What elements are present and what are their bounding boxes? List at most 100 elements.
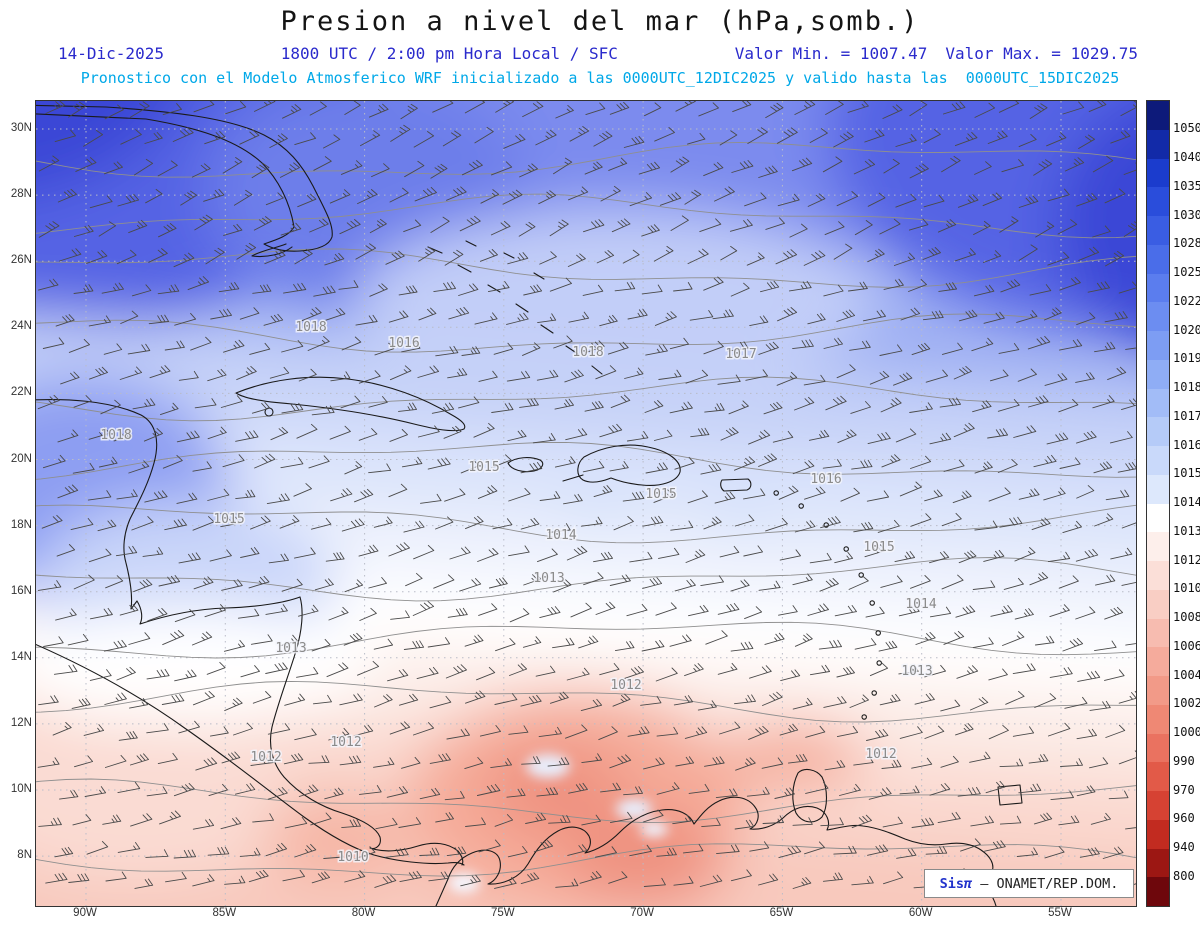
colorbar-value-940: 940	[1173, 840, 1195, 854]
isobar-value-label: 1014	[905, 597, 936, 612]
isobar-value-label: 1012	[330, 735, 361, 750]
coast-lesser-antilles	[773, 490, 882, 720]
colorbar-segment	[1147, 417, 1169, 446]
colorbar-value-1035: 1035	[1173, 178, 1200, 193]
lat-label-14N: 14N	[10, 650, 32, 663]
colorbar-segment	[1147, 704, 1169, 734]
isobar-value-label: 1015	[468, 460, 499, 475]
colorbar-value-1050: 1050	[1173, 121, 1200, 136]
colorbar-segment	[1147, 819, 1169, 849]
lon-label-85W: 85W	[212, 907, 237, 919]
coastlines	[36, 104, 1023, 906]
isobar-value-label: 1018	[100, 428, 131, 443]
isobar-value-label: 1016	[810, 472, 841, 487]
colorbar-segment	[1147, 762, 1169, 791]
isobar-value-label: 1015	[213, 512, 244, 527]
wind-barbs	[37, 101, 1136, 889]
colorbar-value-800: 800	[1173, 868, 1195, 883]
colorbar-segment	[1147, 589, 1169, 619]
lon-label-60W: 60W	[908, 907, 933, 919]
lat-label-30N: 30N	[10, 122, 32, 134]
colorbar-segment	[1147, 877, 1169, 906]
colorbar-segment	[1147, 129, 1169, 159]
lat-label-8N: 8N	[17, 849, 32, 862]
grid-lines	[36, 101, 1136, 906]
lon-label-75W: 75W	[491, 907, 515, 919]
watermark-text: – ONAMET/REP.DOM.	[980, 875, 1119, 892]
isobar-value-label: 1012	[250, 750, 281, 765]
sispi-logo: Sisπ	[939, 875, 973, 892]
valid-date: 14-Dic-2025	[58, 44, 164, 63]
coast-lake-maracaibo	[792, 768, 828, 823]
isobar-value-label: 1018	[295, 320, 326, 335]
colorbar-value-1008: 1008	[1173, 610, 1200, 624]
colorbar-segment	[1147, 676, 1169, 705]
max-value: Valor Max. = 1029.75	[945, 44, 1138, 63]
coast-central-america-pacific	[36, 644, 465, 866]
minmax-values: Valor Min. = 1007.47 Valor Max. = 1029.7…	[735, 44, 1138, 63]
header-line1: 14-Dic-2025 1800 UTC / 2:00 pm Hora Loca…	[58, 44, 1138, 63]
map-canvas: 1018 1016 1018 1017 1018 1015 1016 1015 1015 1014…	[35, 100, 1137, 907]
colorbar-value-1013: 1013	[1173, 523, 1200, 538]
colorbar-value-1025: 1025	[1173, 265, 1200, 279]
coast-puerto-rico	[720, 478, 752, 492]
colorbar-value-1017: 1017	[1173, 408, 1200, 423]
colorbar-segment	[1147, 187, 1169, 216]
colorbar-segment	[1147, 532, 1169, 561]
model-info: Pronostico con el Modelo Atmosferico WRF…	[80, 69, 1120, 87]
colorbar-segment	[1147, 733, 1169, 763]
colorbar-value-1040: 1040	[1173, 150, 1200, 164]
pressure-shading	[36, 101, 1136, 906]
lat-label-24N: 24N	[10, 320, 32, 333]
colorbar	[1146, 100, 1170, 907]
colorbar-segment	[1147, 302, 1169, 331]
colorbar-value-970: 970	[1173, 782, 1195, 797]
coast-south-america	[435, 796, 994, 906]
colorbar-segment	[1147, 273, 1169, 303]
min-value: Valor Min. = 1007.47	[734, 44, 928, 63]
lat-label-10N: 10N	[10, 783, 32, 795]
wind-barb-field	[37, 101, 1136, 889]
colorbar-value-1022: 1022	[1173, 293, 1200, 308]
colorbar-value-990: 990	[1173, 753, 1195, 768]
lat-label-16N: 16N	[10, 584, 32, 597]
colorbar-value-1015: 1015	[1173, 466, 1200, 481]
colorbar-value-1014: 1014	[1173, 495, 1200, 509]
colorbar-segment	[1147, 359, 1169, 389]
isobar-value-label: 1014	[545, 528, 576, 543]
colorbar-value-1010: 1010	[1173, 581, 1200, 596]
lon-label-90W: 90W	[73, 907, 97, 919]
isobar-value-label: 1013	[901, 664, 932, 679]
colorbar-segment	[1147, 101, 1169, 130]
isobar-value-label: 1018	[572, 345, 603, 360]
colorbar-segment	[1147, 503, 1169, 533]
colorbar-segment	[1147, 618, 1169, 648]
colorbar-value-1030: 1030	[1173, 207, 1200, 222]
coast-florida-keys	[251, 243, 293, 258]
colorbar-segment	[1147, 474, 1169, 504]
colorbar-value-1012: 1012	[1173, 552, 1200, 567]
lat-label-12N: 12N	[10, 716, 32, 729]
isobar-value-label: 1017	[725, 347, 756, 362]
lat-label-22N: 22N	[10, 386, 32, 399]
isobar-value-label: 1010	[337, 850, 368, 865]
colorbar-segment	[1147, 791, 1169, 820]
coast-trinidad	[997, 784, 1023, 806]
colorbar-segment	[1147, 446, 1169, 475]
isobar-value-label: 1012	[865, 747, 896, 762]
lat-label-18N: 18N	[10, 518, 32, 531]
isobar-value-label: 1015	[863, 540, 894, 555]
colorbar-segment	[1147, 331, 1169, 360]
colorbar-segment	[1147, 158, 1169, 188]
lat-label-26N: 26N	[10, 254, 32, 267]
colorbar-value-1004: 1004	[1173, 667, 1200, 682]
isobar-value-label: 1012	[610, 678, 641, 693]
colorbar-segment	[1147, 561, 1169, 590]
colorbar-value-1028: 1028	[1173, 236, 1200, 251]
colorbar-segment	[1147, 848, 1169, 878]
coast-jamaica	[507, 457, 544, 473]
grid-line	[85, 101, 1062, 906]
colorbar-segment	[1147, 647, 1169, 676]
valid-time: 1800 UTC / 2:00 pm Hora Local / SFC	[280, 44, 618, 63]
